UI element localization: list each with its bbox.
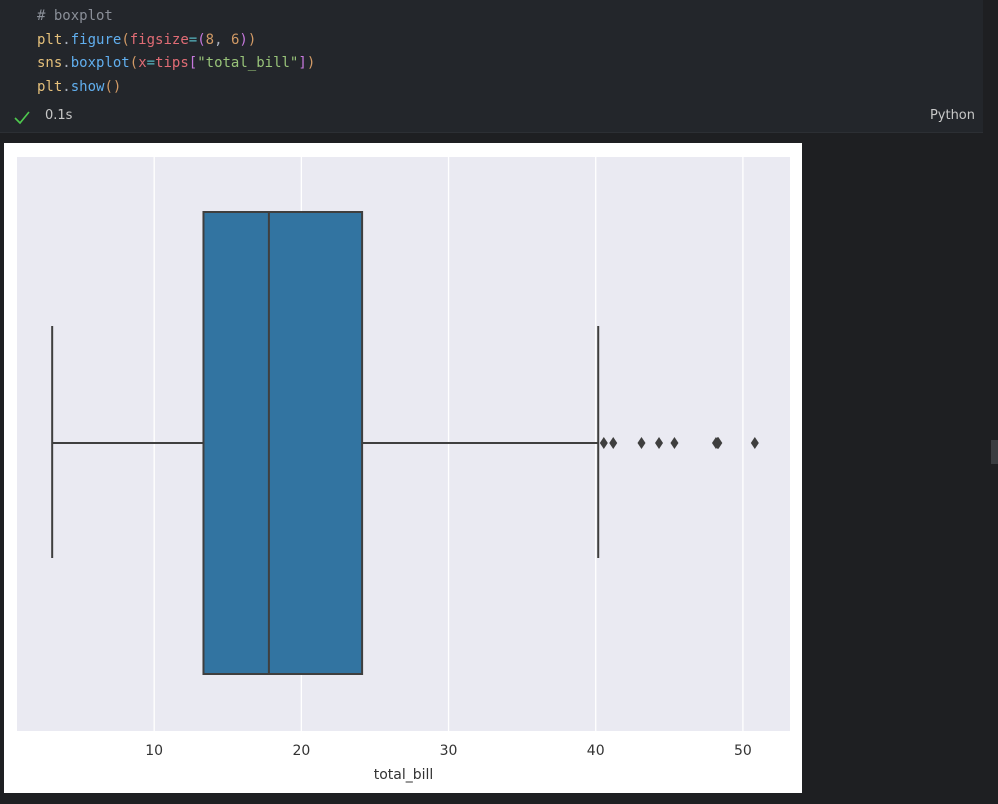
code-token: () — [104, 78, 122, 95]
flier — [599, 437, 608, 449]
code-line: plt.figure(figsize=(8, 6)) — [37, 30, 256, 50]
code-line: sns.boxplot(x=tips["total_bill"]) — [37, 53, 315, 73]
x-tick-label: 30 — [440, 743, 458, 759]
code-line: # boxplot — [37, 6, 113, 26]
code-token: ( — [121, 31, 130, 48]
x-tick-label: 50 — [734, 743, 752, 759]
x-tick-label: 40 — [587, 743, 605, 759]
flier — [609, 437, 618, 449]
code-token: ) — [306, 55, 316, 71]
code-token: "total_bill" — [197, 55, 299, 71]
code-token: tips — [155, 55, 189, 71]
x-tick-label: 20 — [292, 743, 310, 759]
x-tick-label: 10 — [145, 743, 163, 759]
flier — [655, 437, 664, 449]
code-token: # boxplot — [37, 8, 113, 24]
x-axis-label: total_bill — [374, 767, 434, 783]
code-token: . — [62, 78, 71, 95]
flier — [714, 437, 723, 449]
code-token: ( — [197, 31, 206, 48]
box — [202, 211, 364, 675]
language[interactable]: Python — [929, 108, 975, 123]
code-token: = — [188, 31, 198, 48]
code-cell[interactable]: 0.1s Python # boxplot plt.figure(figsize=… — [0, 0, 983, 133]
code-token: , — [214, 31, 231, 48]
code-token: ( — [129, 55, 139, 71]
code-token: show — [70, 78, 105, 95]
check-icon — [14, 111, 30, 125]
code-line: plt.show() — [37, 77, 121, 97]
scrollbar — [991, 440, 998, 464]
code-token: . — [62, 31, 71, 48]
code-token: 6 — [230, 31, 240, 48]
code-token: figure — [70, 31, 122, 48]
code-token: figsize — [129, 31, 189, 48]
status-time: 0.1s — [45, 108, 73, 123]
code-token: x — [138, 55, 147, 71]
code-token: [ — [188, 55, 198, 71]
code-token: ] — [298, 55, 307, 71]
code-token: 8 — [205, 31, 215, 48]
code-token: . — [62, 55, 71, 71]
flier — [670, 437, 679, 449]
flier — [750, 437, 759, 449]
code-token: = — [146, 55, 156, 71]
chart: 10 20 30 40 50 total_bill — [4, 143, 802, 793]
code-token: sns — [37, 55, 63, 71]
code-token: ) — [247, 31, 257, 48]
code-token: ) — [239, 31, 248, 48]
flier — [637, 437, 646, 449]
code-token: plt — [37, 78, 63, 95]
code-token: plt — [37, 31, 63, 48]
code-token: boxplot — [70, 55, 130, 71]
